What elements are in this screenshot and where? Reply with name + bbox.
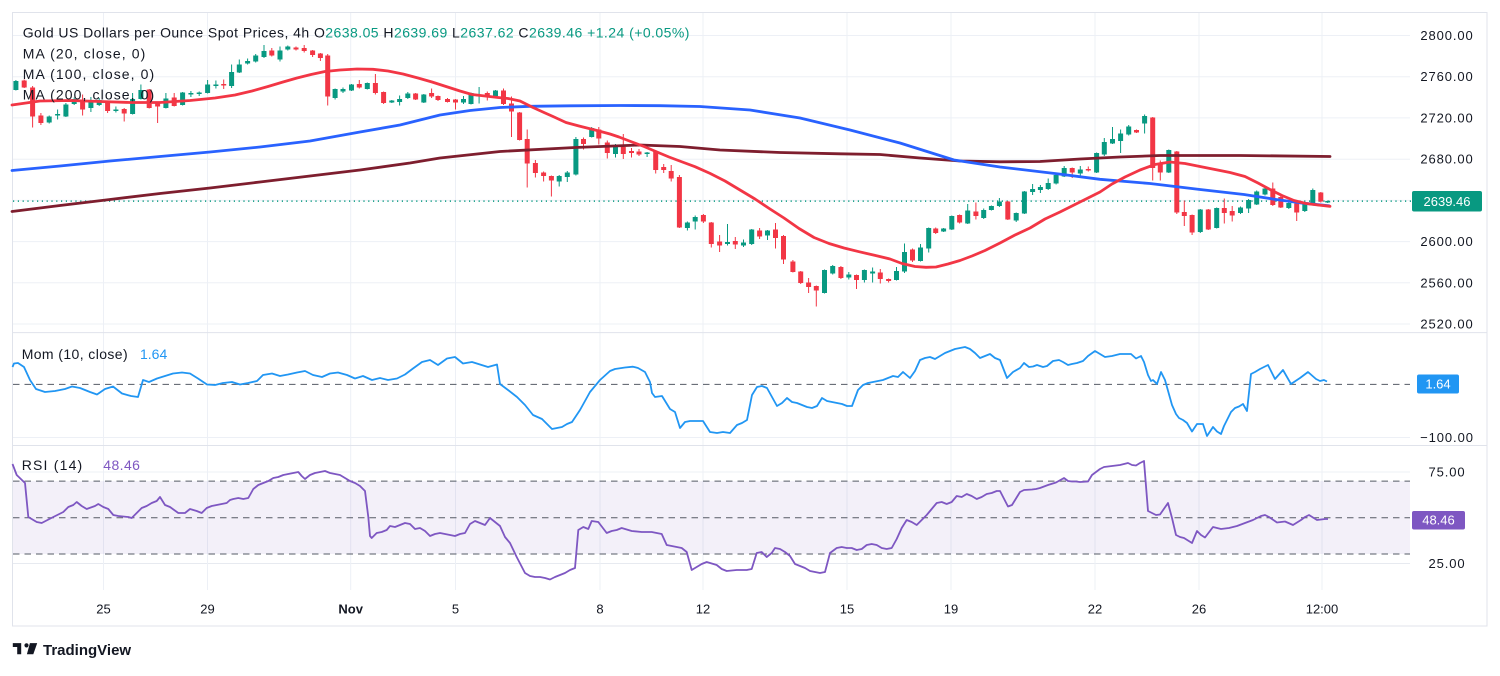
svg-text:48.46: 48.46 <box>1422 513 1455 528</box>
svg-text:5: 5 <box>452 602 459 617</box>
svg-text:1.64: 1.64 <box>140 346 167 362</box>
svg-text:2760.00: 2760.00 <box>1420 69 1473 84</box>
svg-text:−100.00: −100.00 <box>1420 430 1474 445</box>
svg-text:25: 25 <box>96 602 110 617</box>
svg-text:Nov: Nov <box>338 602 363 617</box>
svg-text:2600.00: 2600.00 <box>1420 234 1473 249</box>
svg-text:75.00: 75.00 <box>1428 465 1465 480</box>
svg-text:29: 29 <box>200 602 214 617</box>
svg-text:2639.46: 2639.46 <box>1424 194 1471 209</box>
svg-text:8: 8 <box>596 602 603 617</box>
svg-text:MA (200, close, 0): MA (200, close, 0) <box>23 87 156 103</box>
svg-text:1.64: 1.64 <box>1425 376 1450 391</box>
svg-text:26: 26 <box>1192 602 1206 617</box>
svg-text:RSI (14): RSI (14) <box>22 457 84 473</box>
svg-text:22: 22 <box>1088 602 1102 617</box>
svg-text:Gold US Dollars per Ounce Spot: Gold US Dollars per Ounce Spot Prices, 4… <box>23 25 690 41</box>
svg-text:2720.00: 2720.00 <box>1420 110 1473 125</box>
svg-text:2520.00: 2520.00 <box>1420 317 1473 332</box>
svg-text:2560.00: 2560.00 <box>1420 275 1473 290</box>
svg-text:25.00: 25.00 <box>1428 556 1465 571</box>
svg-text:Mom (10, close): Mom (10, close) <box>22 346 128 362</box>
svg-text:TradingView: TradingView <box>43 642 131 659</box>
svg-text:12:00: 12:00 <box>1306 602 1339 617</box>
svg-text:15: 15 <box>840 602 854 617</box>
svg-text:MA (100, close, 0): MA (100, close, 0) <box>23 66 156 82</box>
svg-text:MA (20, close, 0): MA (20, close, 0) <box>23 45 147 61</box>
svg-text:48.46: 48.46 <box>103 457 140 473</box>
svg-text:2800.00: 2800.00 <box>1420 28 1473 43</box>
svg-text:12: 12 <box>696 602 710 617</box>
svg-text:19: 19 <box>944 602 958 617</box>
svg-text:2680.00: 2680.00 <box>1420 152 1473 167</box>
